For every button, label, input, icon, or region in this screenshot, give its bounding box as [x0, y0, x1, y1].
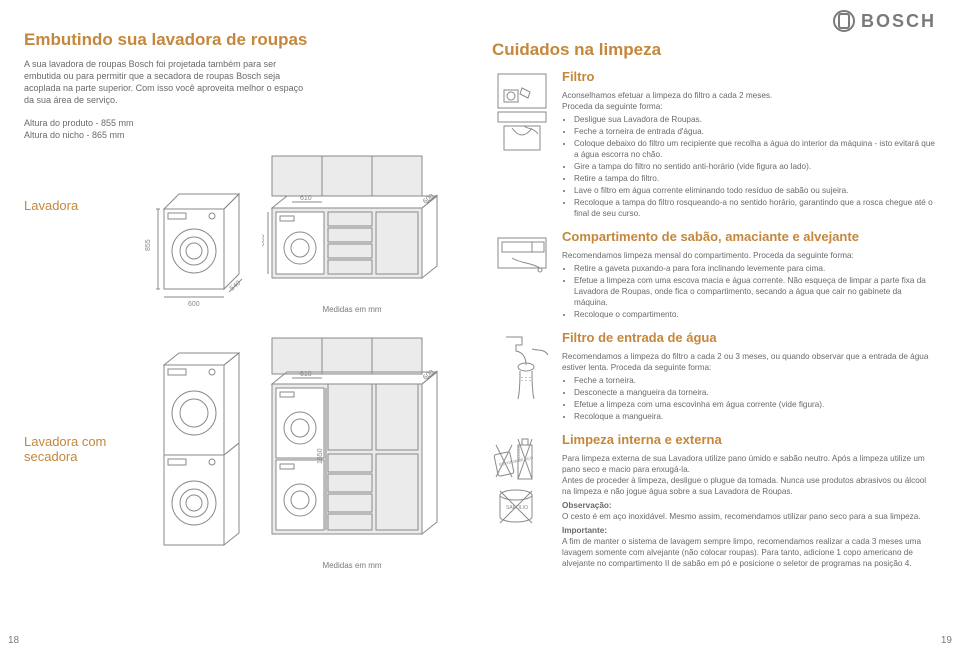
interna-p1: Para limpeza externa de sua Lavadora uti…	[562, 453, 936, 475]
filtro-list: Desligue sua Lavadora de Roupas. Feche a…	[562, 114, 936, 220]
entrada-heading: Filtro de entrada de água	[562, 329, 936, 347]
drawer-icon	[492, 228, 552, 321]
left-title: Embutindo sua lavadora de roupas	[24, 30, 466, 50]
svg-text:600: 600	[188, 301, 200, 308]
brand-text: BOSCH	[861, 11, 936, 32]
dim-product: Altura do produto - 855 mm	[24, 117, 164, 130]
list-item: Retire a tampa do filtro.	[574, 173, 936, 184]
svg-text:600: 600	[422, 369, 436, 382]
page-num-right: 19	[941, 635, 952, 646]
label-lavadora: Lavadora	[24, 148, 144, 213]
right-title: Cuidados na limpeza	[492, 40, 936, 60]
list-item: Efetue a limpeza com uma escova macia e …	[574, 275, 936, 308]
cabinet2-figure: 1650 610 600 Medidas em mm	[262, 324, 442, 570]
filter-icon	[492, 68, 552, 220]
obs-label: Observação:	[562, 500, 936, 511]
svg-text:600: 600	[422, 193, 436, 206]
filtro-lead: Aconselhamos efetuar a limpeza do filtro…	[562, 90, 936, 101]
list-item: Coloque debaixo do filtro um recipiente …	[574, 138, 936, 160]
bosch-logo-icon	[833, 10, 855, 32]
washer-figure: 855 600 540	[144, 179, 254, 314]
label-combo: Lavadora com secadora	[24, 324, 144, 464]
svg-text:865: 865	[262, 234, 266, 246]
list-item: Lave o filtro em água corrente eliminand…	[574, 185, 936, 196]
left-intro: A sua lavadora de roupas Bosch foi proje…	[24, 58, 304, 107]
caption-1: Medidas em mm	[262, 305, 442, 314]
filtro-heading: Filtro	[562, 68, 936, 86]
svg-text:ÁLCOOL: ÁLCOOL	[516, 444, 521, 461]
svg-text:1650: 1650	[317, 448, 324, 464]
page-num-left: 18	[8, 635, 19, 646]
list-item: Desligue sua Lavadora de Roupas.	[574, 114, 936, 125]
list-item: Recoloque a tampa do filtro rosqueando-a…	[574, 197, 936, 219]
cleaning-products-icon: ESPONJA DE AÇO ÁLCOOL SAPÓLIO	[492, 431, 552, 569]
imp-label: Importante:	[562, 525, 936, 536]
svg-text:610: 610	[300, 195, 312, 202]
brand: BOSCH	[833, 10, 936, 32]
interna-p2: Antes de proceder à limpeza, desligue o …	[562, 475, 936, 497]
compart-lead: Recomendamos limpeza mensal do compartim…	[562, 250, 936, 261]
compart-heading: Compartimento de sabão, amaciante e alve…	[562, 228, 936, 246]
list-item: Feche a torneira.	[574, 375, 936, 386]
caption-2: Medidas em mm	[262, 561, 442, 570]
cabinet1-figure: 865 610 600 Medidas em mm	[262, 148, 442, 314]
compart-list: Retire a gaveta puxando-a para fora incl…	[562, 263, 936, 320]
svg-text:610: 610	[300, 371, 312, 378]
filtro-lead2: Proceda da seguinte forma:	[562, 101, 936, 112]
dim-niche: Altura do nicho - 865 mm	[24, 129, 164, 142]
list-item: Recoloque o compartimento.	[574, 309, 936, 320]
list-item: Desconecte a mangueira da torneira.	[574, 387, 936, 398]
inlet-filter-icon	[492, 329, 552, 423]
list-item: Retire a gaveta puxando-a para fora incl…	[574, 263, 936, 274]
svg-text:SAPÓLIO: SAPÓLIO	[506, 504, 528, 511]
svg-text:855: 855	[145, 239, 152, 251]
list-item: Efetue a limpeza com uma escovinha em ág…	[574, 399, 936, 410]
entrada-list: Feche a torneira. Desconecte a mangueira…	[562, 375, 936, 422]
list-item: Recoloque a mangueira.	[574, 411, 936, 422]
stacked-figure	[144, 345, 254, 570]
list-item: Gire a tampa do filtro no sentido anti-h…	[574, 161, 936, 172]
list-item: Feche a torneira de entrada d'água.	[574, 126, 936, 137]
entrada-lead: Recomendamos a limpeza do filtro a cada …	[562, 351, 936, 373]
obs-text: O cesto é em aço inoxidável. Mesmo assim…	[562, 511, 936, 522]
imp-text: A fim de manter o sistema de lavagem sem…	[562, 536, 936, 569]
interna-heading: Limpeza interna e externa	[562, 431, 936, 449]
